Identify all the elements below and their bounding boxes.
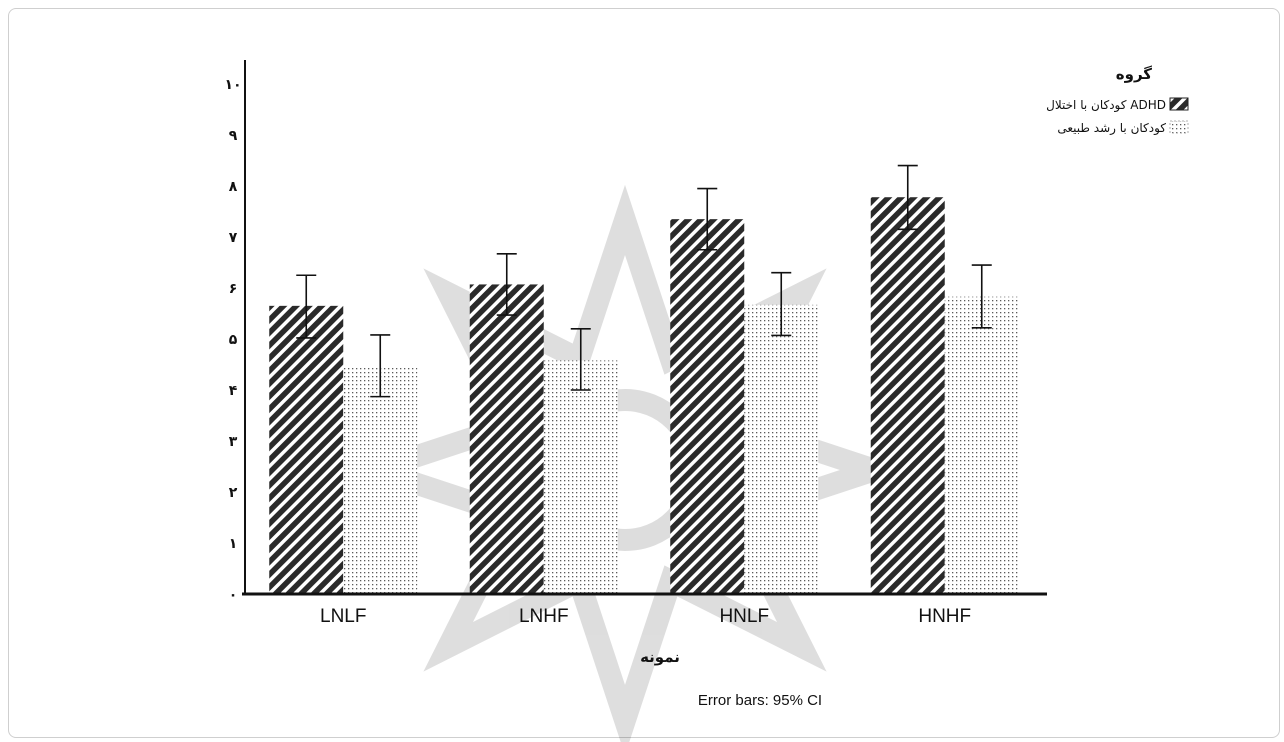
x-tick-label-hnlf: HNLF [719, 606, 769, 627]
error-bars-note: Error bars: 95% CI [698, 692, 822, 709]
y-tick-label-9: ۹ [229, 128, 238, 144]
y-tick-label-2: ۲ [229, 485, 238, 501]
legend-title: گروه [1116, 65, 1153, 83]
bar-hnhf-series-2 [944, 296, 1019, 594]
bar-lnhf-series-2 [543, 360, 618, 594]
y-tick-label-0: ۰ [229, 587, 238, 603]
y-tick-label-4: ۴ [229, 383, 238, 399]
y-tick-label-1: ۱ [229, 536, 238, 552]
x-tick-label-hnhf: HNHF [918, 606, 971, 627]
bar-lnlf-series-1 [269, 305, 344, 594]
bar-lnlf-series-2 [343, 365, 418, 594]
y-tick-label-3: ۳ [229, 434, 238, 450]
bar-hnlf-series-1 [670, 219, 745, 594]
bar-lnhf-series-1 [469, 284, 544, 594]
y-tick-label-5: ۵ [229, 332, 238, 348]
legend-entry-normal: کودکان با رشد طبیعی [1057, 121, 1166, 136]
y-tick-label-10: ۱۰ [224, 77, 241, 93]
y-tick-label-6: ۶ [229, 281, 238, 297]
x-tick-label-lnhf: LNHF [519, 606, 569, 627]
legend-swatch-normal [1169, 120, 1189, 134]
legend-entry-adhd: کودکان با اختلال ADHD [1046, 98, 1166, 113]
legend-swatch-adhd [1169, 97, 1189, 111]
y-tick-label-7: ۷ [229, 230, 238, 246]
legend: گروه کودکان با اختلال ADHD کودکان با رشد… [1046, 65, 1189, 136]
bar-hnhf-series-1 [870, 197, 945, 594]
x-axis-label: نمونه [640, 648, 680, 666]
chart-frame [8, 8, 1280, 738]
x-tick-label-lnlf: LNLF [320, 606, 366, 627]
y-tick-label-8: ۸ [229, 179, 238, 195]
bar-hnlf-series-2 [744, 304, 819, 594]
